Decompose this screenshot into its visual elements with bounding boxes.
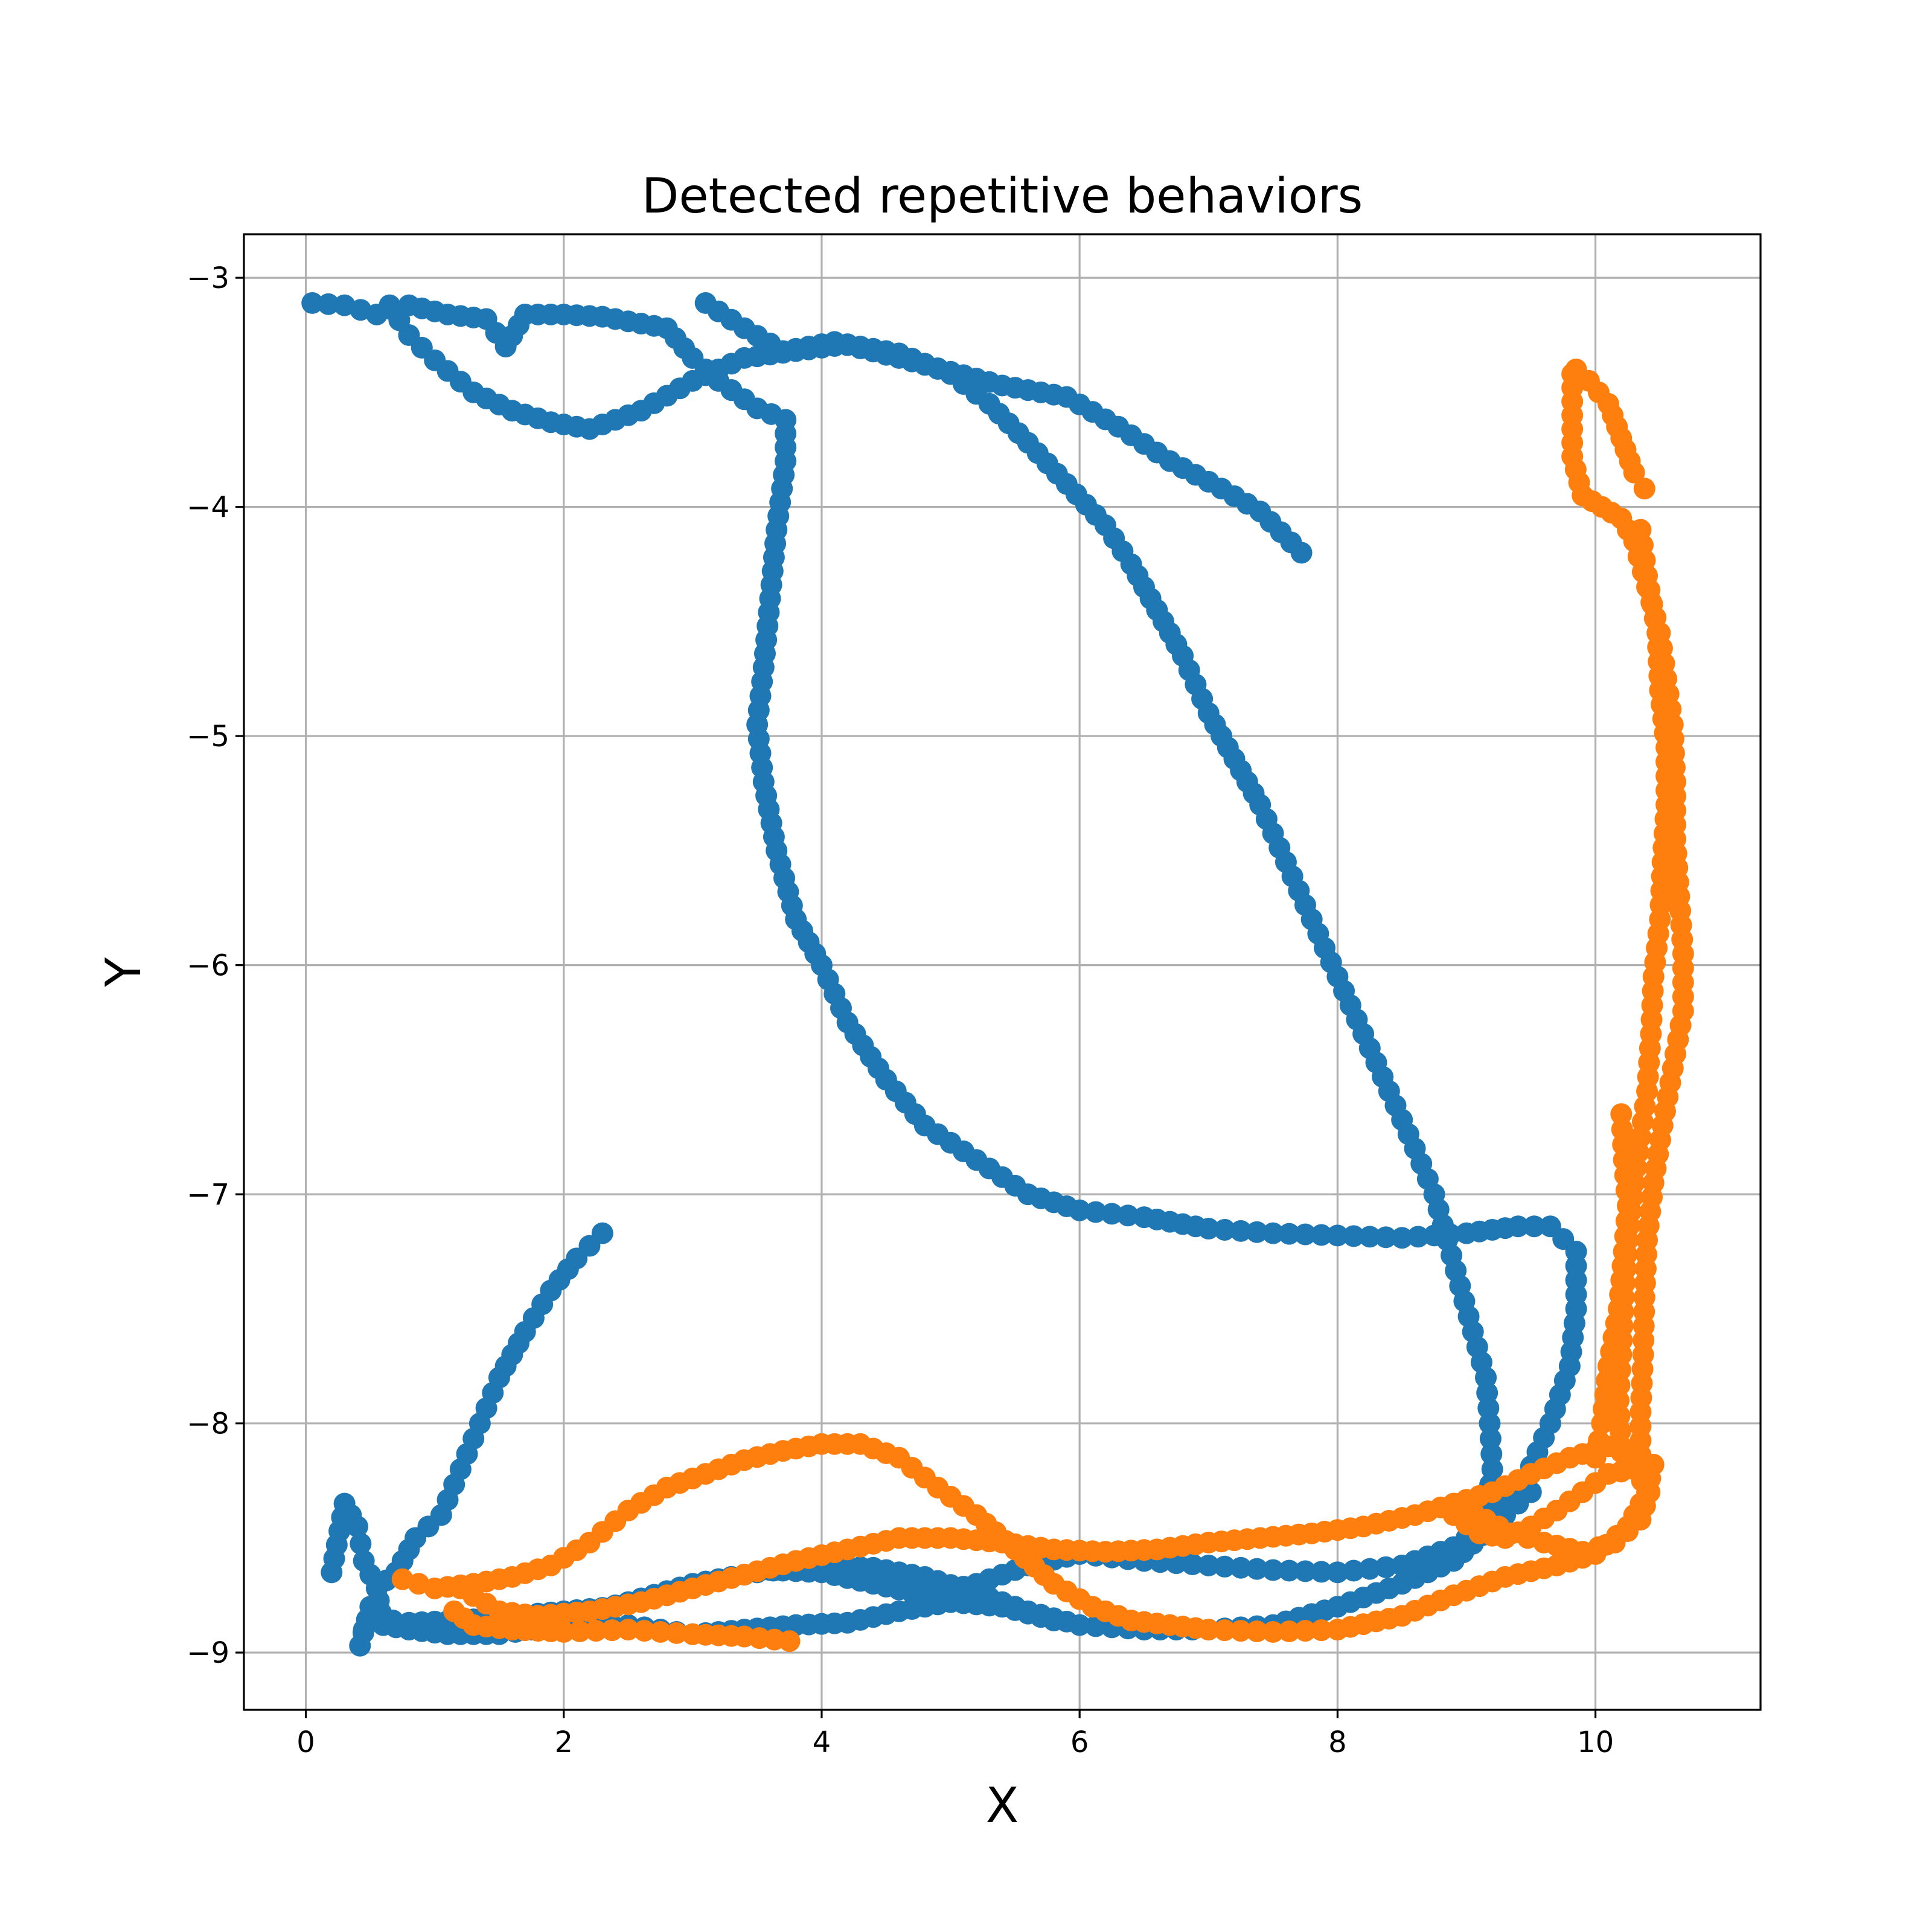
data-point: [1262, 1620, 1284, 1643]
data-point: [350, 1532, 372, 1555]
data-point: [1523, 1215, 1546, 1238]
data-point: [366, 1607, 388, 1630]
data-point: [1633, 478, 1655, 500]
data-point: [1262, 1559, 1284, 1581]
data-point: [1246, 1558, 1268, 1580]
data-point: [1294, 1620, 1316, 1642]
data-point: [1358, 1558, 1381, 1580]
data-point: [382, 1609, 404, 1631]
data-point: [1294, 1560, 1316, 1582]
data-point: [1310, 1619, 1332, 1642]
data-point: [1358, 1226, 1381, 1248]
data-point: [1407, 1226, 1429, 1248]
data-point: [1182, 1553, 1204, 1576]
data-point: [1214, 1555, 1236, 1578]
data-point: [1214, 1619, 1236, 1642]
data-point: [1197, 1554, 1220, 1576]
data-point: [633, 1620, 656, 1642]
y-tick-label: −9: [187, 1636, 229, 1670]
data-point: [1246, 1620, 1268, 1643]
data-point: [1069, 1199, 1091, 1221]
data-point: [317, 293, 339, 315]
data-point: [1278, 1223, 1300, 1245]
data-point: [1084, 1201, 1107, 1223]
data-point: [1310, 1561, 1332, 1583]
data-point: [301, 292, 324, 314]
data-point: [601, 1619, 623, 1642]
axis-ticks: 0 2 4 6 8 10 −3 −4 −5 −6 −7 −8 −9: [187, 261, 1614, 1759]
data-point: [1449, 1492, 1471, 1515]
data-point: [552, 1620, 575, 1643]
series-1-points: [301, 292, 1587, 1657]
data-point: [617, 1619, 639, 1641]
data-point: [1623, 461, 1645, 484]
x-tick-label: 10: [1577, 1726, 1614, 1759]
data-point: [585, 1620, 607, 1642]
data-point: [1043, 1609, 1065, 1631]
plot-frame: [243, 233, 1762, 1711]
data-point: [649, 1620, 671, 1643]
data-point: [1230, 1220, 1252, 1242]
data-point: [591, 1222, 613, 1244]
data-point: [1262, 1222, 1284, 1244]
data-point: [346, 1515, 368, 1538]
data-point: [1290, 542, 1313, 564]
chart-title: Detected repetitive behaviors: [642, 168, 1363, 224]
y-tick-label: −5: [187, 720, 229, 753]
data-point: [1310, 1224, 1332, 1246]
data-point: [1326, 1561, 1349, 1584]
data-point: [1343, 1225, 1365, 1247]
data-point: [1230, 1620, 1252, 1642]
data-point: [1117, 1204, 1139, 1227]
data-point: [1197, 1218, 1220, 1240]
data-point: [1326, 1224, 1349, 1247]
x-tick-label: 6: [1070, 1726, 1089, 1759]
data-point: [1101, 1203, 1123, 1225]
data-point: [1391, 1227, 1413, 1249]
data-point: [1294, 1223, 1316, 1246]
data-point: [1507, 1215, 1529, 1238]
x-tick-label: 0: [296, 1726, 315, 1759]
data-point: [1375, 1226, 1397, 1249]
y-tick-label: −6: [187, 949, 229, 983]
x-axis-label: X: [986, 1777, 1019, 1834]
data-point: [1230, 1556, 1252, 1579]
data-point: [1591, 1412, 1613, 1435]
data-point: [1214, 1218, 1236, 1241]
x-tick-label: 4: [813, 1726, 831, 1759]
y-tick-label: −3: [187, 261, 229, 295]
data-point: [1375, 1556, 1397, 1578]
data-point: [778, 1630, 801, 1652]
data-point: [569, 1620, 591, 1643]
data-point: [665, 1622, 688, 1644]
y-tick-label: −8: [187, 1407, 229, 1441]
data-point: [1246, 1221, 1268, 1243]
y-tick-label: −7: [187, 1178, 229, 1212]
data-points: [301, 292, 1694, 1657]
series-2-points: [391, 358, 1694, 1652]
y-tick-label: −4: [187, 491, 229, 525]
data-point: [1197, 1619, 1220, 1641]
x-tick-label: 8: [1328, 1726, 1347, 1759]
y-axis-label: Y: [95, 956, 152, 987]
data-point: [1343, 1559, 1365, 1582]
data-point: [1278, 1559, 1300, 1582]
data-point: [1278, 1620, 1300, 1643]
x-tick-label: 2: [554, 1726, 573, 1759]
